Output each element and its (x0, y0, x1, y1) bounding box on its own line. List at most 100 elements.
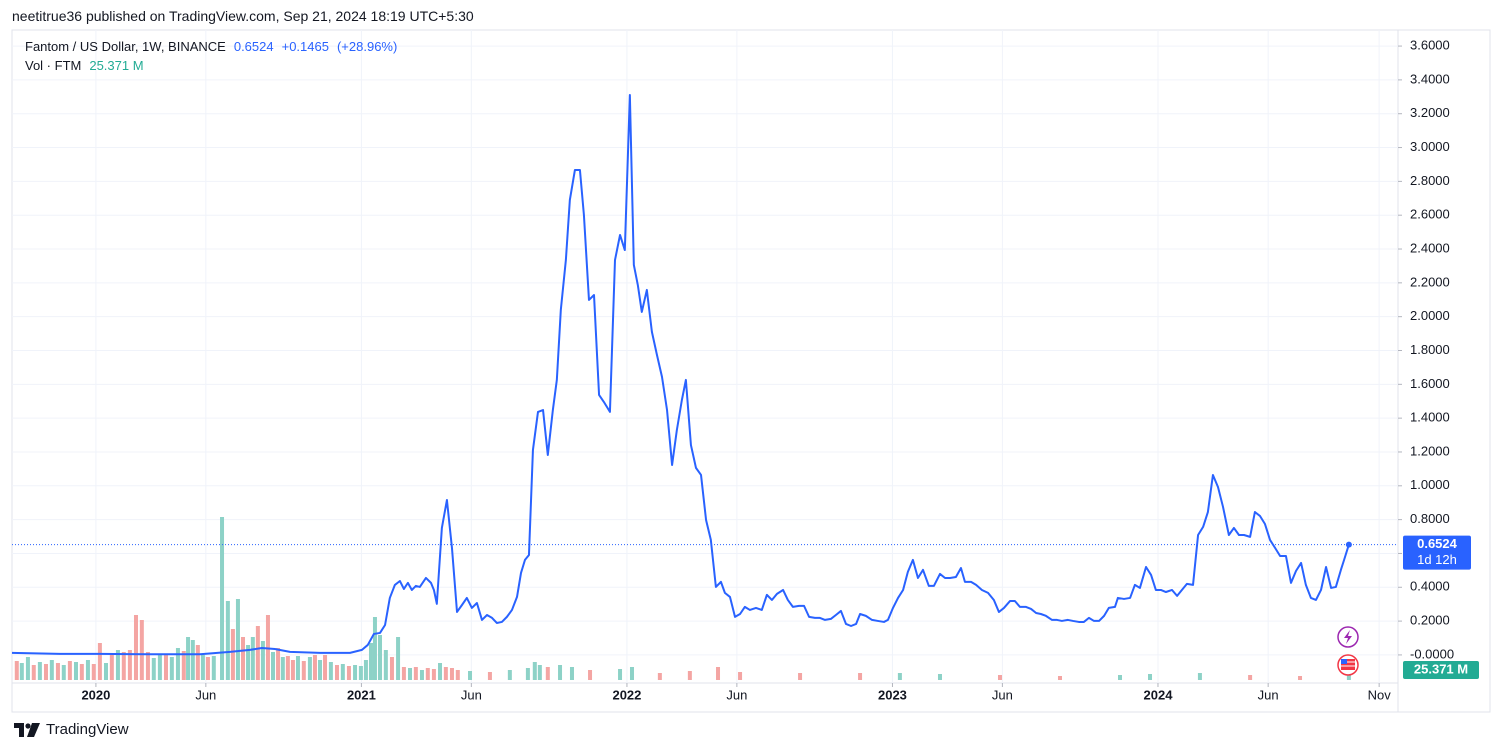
volume-bar (14, 661, 19, 680)
volume-bar (73, 662, 78, 680)
volume-bar (588, 670, 593, 680)
volume-bar (1148, 674, 1153, 680)
volume-bar (569, 667, 574, 680)
volume-bar (738, 672, 743, 680)
y-tick-label: 2.8000 (1410, 173, 1450, 188)
y-tick-label: 2.0000 (1410, 308, 1450, 323)
volume-bar (687, 671, 692, 680)
volume-bar (545, 667, 550, 680)
volume-bar (353, 665, 358, 680)
volume-bar (43, 664, 48, 680)
volume-bar (396, 637, 401, 680)
volume-bar (438, 663, 443, 680)
volume-bar (1057, 676, 1062, 680)
volume-bar (271, 652, 276, 680)
volume-bar (195, 645, 200, 680)
volume-layer (14, 517, 1351, 680)
y-tick-label: 1.2000 (1410, 443, 1450, 458)
volume-bar (468, 671, 473, 680)
volume-bar (372, 617, 377, 680)
volume-title: Vol · FTM (25, 58, 82, 73)
y-tick-label: 2.4000 (1410, 240, 1450, 255)
volume-bar (169, 657, 174, 680)
y-tick-label: 3.2000 (1410, 105, 1450, 120)
volume-bar (443, 667, 448, 680)
volume-bar (145, 652, 150, 680)
volume-tag (1403, 661, 1479, 679)
y-tick-label: 0.4000 (1410, 579, 1450, 594)
volume-bar (97, 643, 102, 680)
y-tick-label: 3.4000 (1410, 71, 1450, 86)
volume-bar (151, 658, 156, 680)
last-price: 0.6524 (233, 39, 274, 54)
y-tick-label: 2.6000 (1410, 207, 1450, 222)
volume-bar (363, 660, 368, 680)
y-tick-label: 0.8000 (1410, 511, 1450, 526)
volume-bar (295, 656, 300, 680)
x-tick-label: Jun (461, 687, 482, 702)
price-change: +0.1465 (281, 39, 329, 54)
x-tick-label: 2023 (878, 687, 907, 702)
published-line: neetitrue36 published on TradingView.com… (12, 8, 474, 24)
volume-bar (307, 657, 312, 680)
x-tick-label: Jun (1258, 687, 1279, 702)
volume-bar (328, 662, 333, 680)
volume-bar (200, 655, 205, 680)
volume-bar (255, 626, 260, 680)
volume-bar (175, 648, 180, 680)
volume-bar (103, 663, 108, 680)
volume-bar (368, 643, 373, 680)
alert-icon[interactable] (1337, 626, 1359, 648)
volume-bar (250, 637, 255, 680)
volume-bar (532, 662, 537, 680)
volume-bar (220, 517, 225, 680)
volume-bar (285, 656, 290, 680)
volume-bar (507, 670, 512, 680)
volume-bar (133, 615, 138, 680)
volume-bar (109, 655, 114, 680)
y-tick-label: 1.4000 (1410, 410, 1450, 425)
volume-bar (558, 665, 563, 680)
last-price-tag (1403, 535, 1471, 570)
x-tick-label: 2021 (347, 687, 376, 702)
y-tick-label: 3.0000 (1410, 139, 1450, 154)
volume-bar (323, 655, 328, 680)
volume-bar (937, 674, 942, 680)
volume-bar (1346, 674, 1351, 680)
volume-bar (164, 655, 168, 680)
x-tick-label: Jun (195, 687, 216, 702)
volume-bar (186, 637, 191, 680)
volume-bar (618, 669, 623, 680)
volume-bar (91, 664, 96, 680)
volume-bar (181, 651, 186, 680)
volume-bar (85, 660, 90, 680)
volume-bar (241, 637, 245, 680)
volume-bar (276, 648, 281, 680)
volume-tag-value: 25.371 M (1414, 661, 1468, 676)
event-icon[interactable] (1337, 654, 1359, 676)
y-tick-label: 2.2000 (1410, 274, 1450, 289)
volume-bar (290, 660, 295, 680)
symbol-title: Fantom / US Dollar, 1W, BINANCE (25, 39, 226, 54)
volume-bar (334, 665, 339, 680)
symbol-legend: Fantom / US Dollar, 1W, BINANCE 0.6524 +… (25, 39, 397, 54)
volume-bar (235, 599, 240, 680)
chart-frame (11, 29, 1491, 713)
volume-bar (858, 673, 863, 680)
price-change-percent: (+28.96%) (336, 39, 398, 54)
y-tick-label: -0.0000 (1410, 646, 1454, 661)
volume-bar (1248, 675, 1253, 680)
volume-bar (31, 665, 36, 680)
volume-bar (205, 657, 210, 680)
volume-bar (139, 620, 144, 680)
volume-bar (121, 652, 126, 680)
brand-name: TradingView (46, 721, 129, 738)
volume-bar (230, 629, 235, 680)
volume-bar (312, 655, 317, 680)
volume-bar (537, 665, 542, 680)
x-tick-label: 2022 (612, 687, 641, 702)
volume-bar (280, 657, 285, 680)
volume-bar (525, 668, 530, 680)
